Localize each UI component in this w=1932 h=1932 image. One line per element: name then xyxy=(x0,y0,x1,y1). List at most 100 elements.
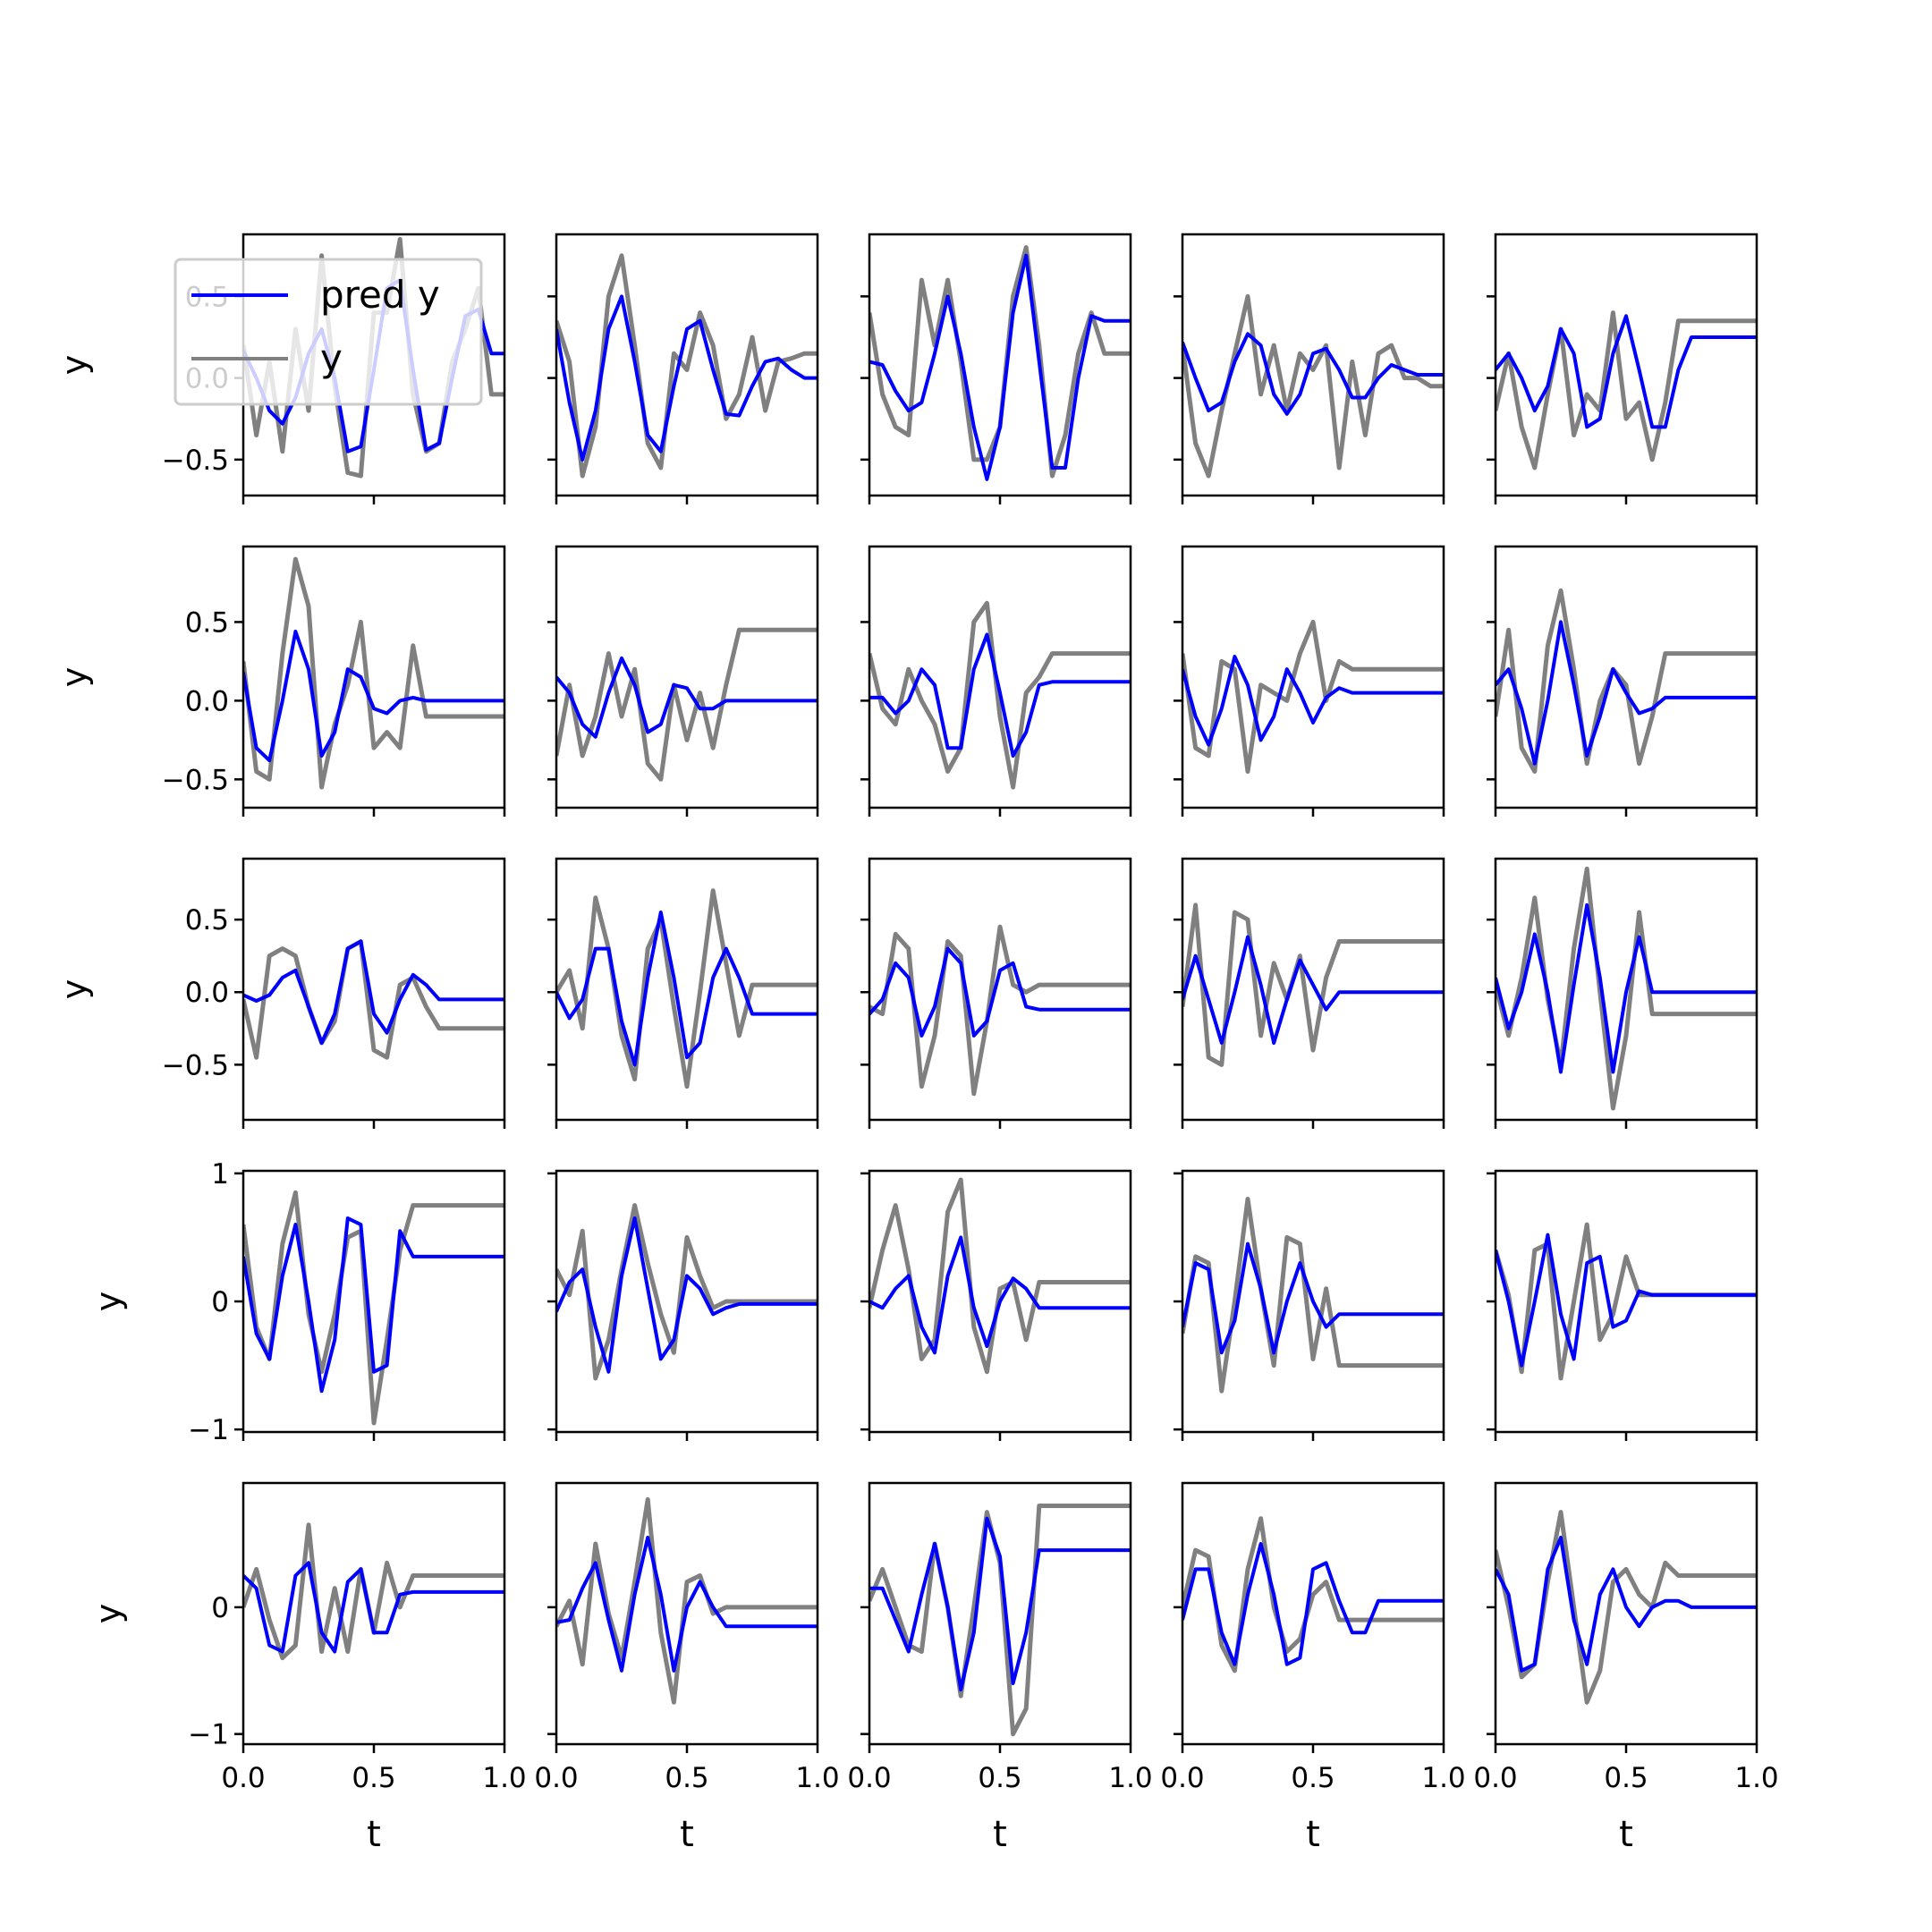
y-axis-label: y xyxy=(55,355,94,376)
series-pred-y-line xyxy=(556,911,818,1067)
y-tick-label: −0.5 xyxy=(162,764,229,796)
subplot-r2-c5 xyxy=(1487,545,1758,817)
x-tick-label: 0.0 xyxy=(847,1762,891,1794)
subplot-r1-c5 xyxy=(1487,233,1758,504)
series-pred-y-line xyxy=(869,1516,1131,1691)
x-tick-label: 0.0 xyxy=(1473,1762,1517,1794)
x-tick-label: 1.0 xyxy=(1108,1762,1152,1794)
series-y-line xyxy=(1496,310,1757,470)
x-tick-label: 0.5 xyxy=(978,1762,1021,1794)
subplot-r1-c3 xyxy=(860,233,1132,504)
subplot-r4-c3 xyxy=(860,1169,1132,1441)
series-pred-y-line xyxy=(1496,620,1757,766)
series-pred-y-line xyxy=(556,1216,818,1374)
x-tick-label: 0.5 xyxy=(352,1762,395,1794)
series-pred-y-line xyxy=(243,630,504,763)
y-axis-label: y xyxy=(89,1292,128,1312)
x-tick-label: 1.0 xyxy=(1421,1762,1465,1794)
series-y-line xyxy=(243,1190,504,1426)
y-tick-label: 1 xyxy=(211,1158,229,1191)
x-axis-label: t xyxy=(1306,1814,1320,1855)
series-pred-y-line xyxy=(869,632,1131,758)
subplot-r2-c2 xyxy=(547,545,819,817)
series-pred-y-line xyxy=(1496,314,1757,429)
x-tick-label: 0.5 xyxy=(665,1762,708,1794)
subplot-r5-c1: −1 0 0.0 0.5 1.0 y t xyxy=(89,1481,527,1855)
legend-label-pred-y: pred y xyxy=(320,273,440,317)
series-y-line xyxy=(1496,588,1757,774)
subplot-r2-c4 xyxy=(1174,545,1445,817)
series-y-line xyxy=(243,939,504,1060)
subplot-r3-c3 xyxy=(860,857,1132,1129)
y-tick-label: −1 xyxy=(188,1414,229,1446)
series-pred-y-line xyxy=(1496,1536,1757,1673)
series-y-line xyxy=(1182,1197,1444,1394)
series-pred-y-line xyxy=(243,939,504,1045)
legend: pred y y xyxy=(174,258,483,406)
y-axis-label: y xyxy=(55,979,94,1000)
y-tick-label: 0 xyxy=(211,1592,229,1624)
series-pred-y-line xyxy=(556,294,818,462)
series-pred-y-line xyxy=(243,1561,504,1654)
x-axis-label: t xyxy=(367,1814,381,1855)
series-pred-y-line xyxy=(1182,1542,1444,1666)
subplot-r5-c4: 0.0 0.5 1.0 t xyxy=(1160,1481,1466,1855)
y-tick-label: 0 xyxy=(211,1286,229,1318)
y-tick-label: 0.5 xyxy=(185,904,229,936)
subplot-r1-c2 xyxy=(547,233,819,504)
subplot-r5-c3: 0.0 0.5 1.0 t xyxy=(847,1481,1153,1855)
series-pred-y-line xyxy=(1182,332,1444,416)
series-y-line xyxy=(1182,902,1444,1067)
subplot-r5-c5: 0.0 0.5 1.0 t xyxy=(1473,1481,1779,1855)
series-pred-y-line xyxy=(1182,1241,1444,1355)
subplot-grid: −0.50.00.5y−0.50.00.5y−0.50.00.5y−101y−1… xyxy=(55,233,1779,1855)
series-y-line xyxy=(556,627,818,782)
x-tick-label: 0.0 xyxy=(1160,1762,1204,1794)
series-pred-y-line xyxy=(1496,902,1757,1074)
subplot-r2-c1: −0.5 0.0 0.5 y xyxy=(55,545,506,817)
series-y-line xyxy=(1182,1516,1444,1674)
subplot-r1-c4 xyxy=(1174,233,1445,504)
x-tick-label: 1.0 xyxy=(482,1762,526,1794)
x-tick-label: 0.5 xyxy=(1604,1762,1648,1794)
x-tick-label: 0.5 xyxy=(1291,1762,1335,1794)
y-tick-label: −0.5 xyxy=(162,1049,229,1081)
subplot-r3-c5 xyxy=(1487,857,1758,1129)
x-tick-label: 0.0 xyxy=(221,1762,265,1794)
x-axis-label: t xyxy=(1619,1814,1633,1855)
series-pred-y-line xyxy=(243,1216,504,1394)
subplot-r4-c1: −1 0 1 y xyxy=(89,1158,506,1446)
series-pred-y-line xyxy=(869,253,1131,481)
series-y-line xyxy=(869,600,1131,790)
subplot-r4-c5 xyxy=(1487,1169,1758,1441)
subplot-r4-c2 xyxy=(547,1169,819,1441)
series-pred-y-line xyxy=(556,656,818,739)
x-tick-label: 0.0 xyxy=(534,1762,578,1794)
series-y-line xyxy=(243,556,504,790)
y-tick-label: −0.5 xyxy=(162,445,229,477)
subplot-r3-c1: −0.5 0.0 0.5 y xyxy=(55,857,506,1129)
x-tick-label: 1.0 xyxy=(1734,1762,1778,1794)
y-tick-label: −1 xyxy=(188,1719,229,1751)
subplot-r2-c3 xyxy=(860,545,1132,817)
y-axis-label: y xyxy=(89,1604,128,1624)
y-tick-label: 0.5 xyxy=(185,606,229,639)
legend-label-y: y xyxy=(320,336,343,380)
series-y-line xyxy=(1182,619,1444,774)
series-y-line xyxy=(1496,866,1757,1111)
y-tick-label: 0.0 xyxy=(185,685,229,717)
subplot-r3-c4 xyxy=(1174,857,1445,1129)
series-pred-y-line xyxy=(1496,1233,1757,1368)
series-pred-y-line xyxy=(869,1235,1131,1355)
series-pred-y-line xyxy=(1182,935,1444,1045)
y-axis-label: y xyxy=(55,667,94,688)
series-pred-y-line xyxy=(869,946,1131,1038)
x-tick-label: 1.0 xyxy=(795,1762,839,1794)
subplot-r3-c2 xyxy=(547,857,819,1129)
series-y-line xyxy=(556,1496,818,1705)
x-axis-label: t xyxy=(993,1814,1007,1855)
subplot-r4-c4 xyxy=(1174,1169,1445,1441)
series-pred-y-line xyxy=(1182,655,1444,747)
x-axis-label: t xyxy=(680,1814,694,1855)
